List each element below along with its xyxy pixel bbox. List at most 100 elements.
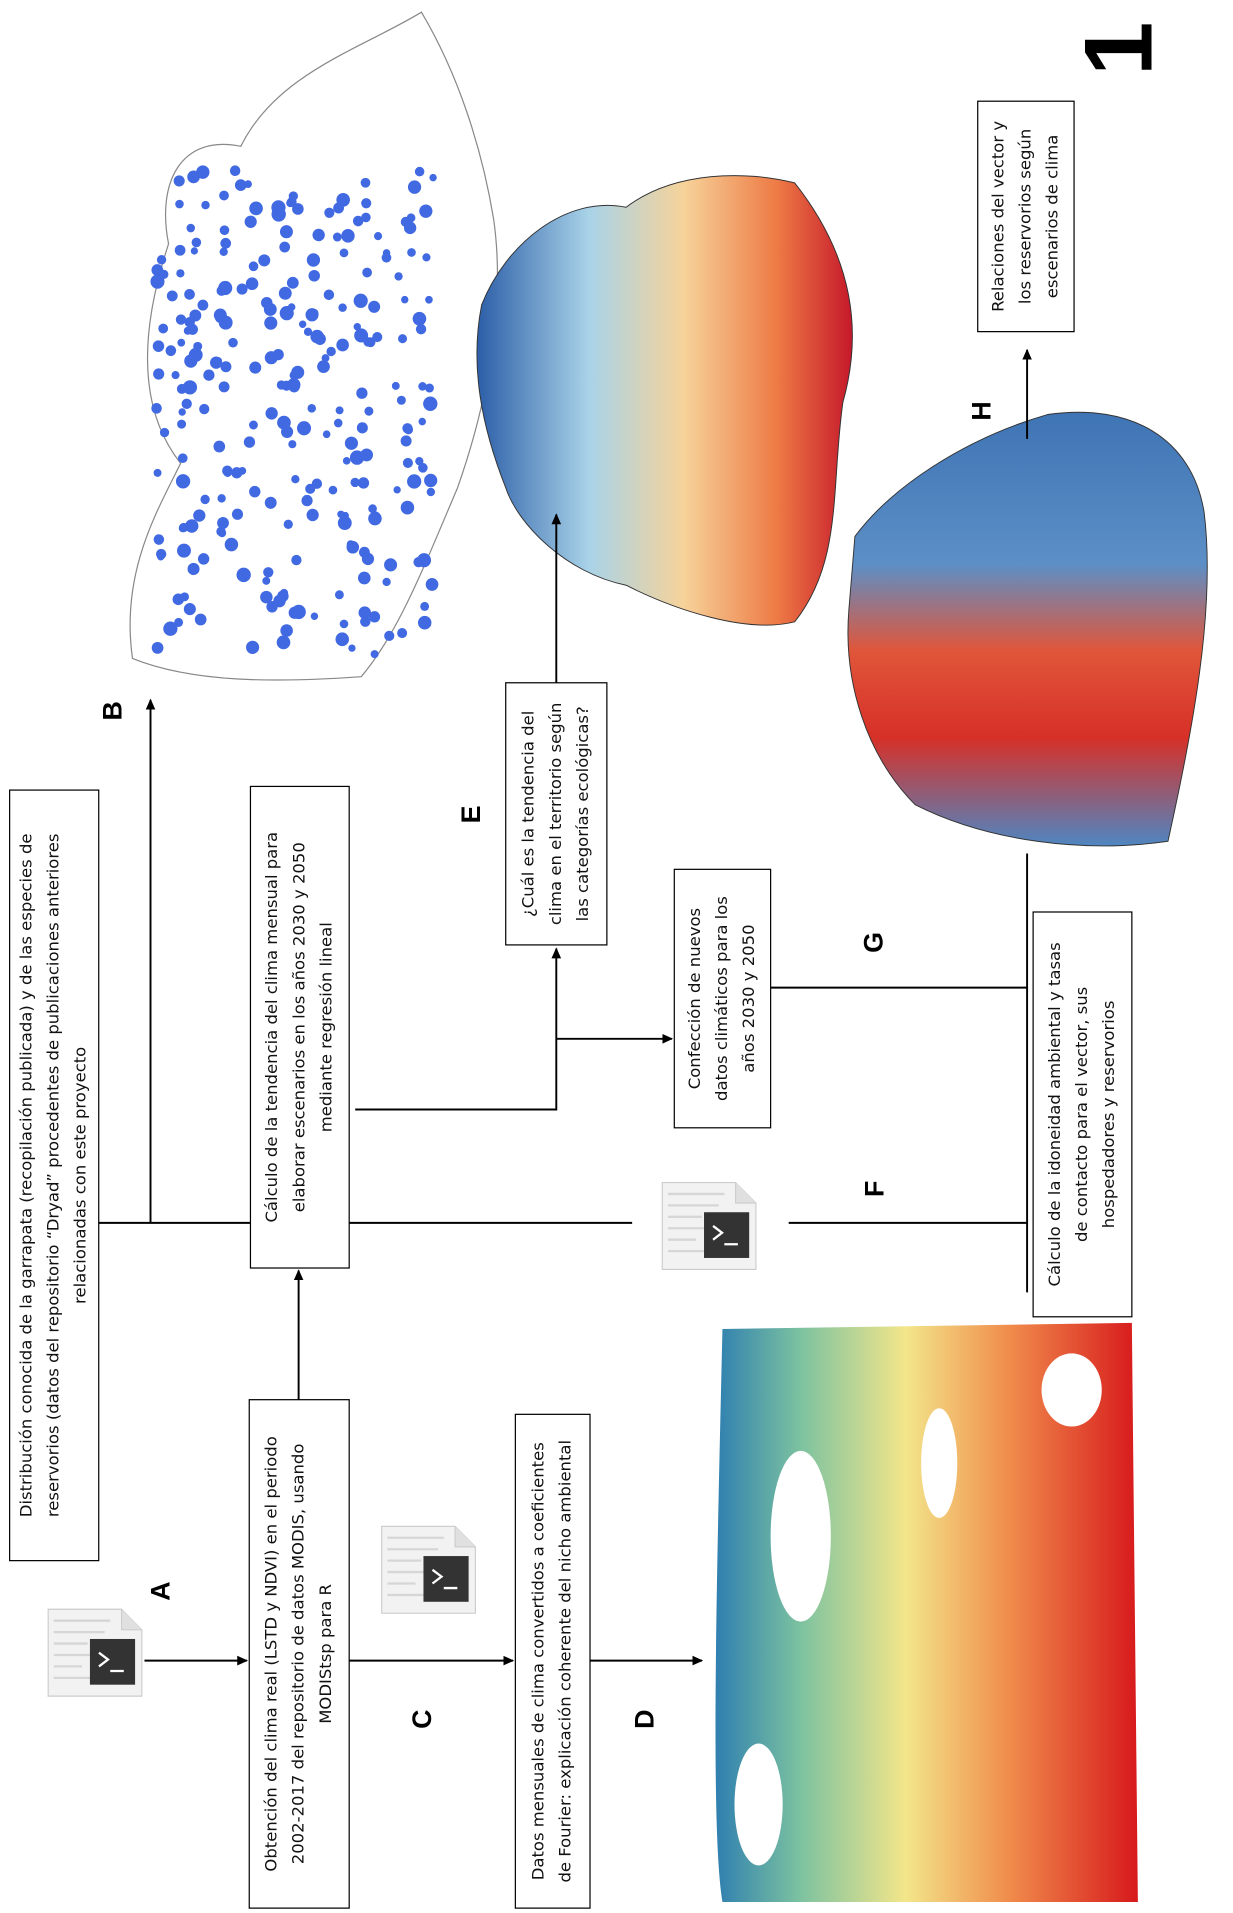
figure: 1 Distribución conocida de la garrapata … xyxy=(0,0,1233,1913)
occurrence-dot xyxy=(357,422,368,433)
occurrence-dot xyxy=(219,381,230,392)
occurrence-dot xyxy=(193,509,205,521)
occurrence-dot xyxy=(177,420,186,429)
script-icon xyxy=(382,1526,476,1613)
text-box xyxy=(515,1414,590,1908)
occurrence-dot xyxy=(182,399,192,409)
script-icon xyxy=(48,1609,142,1696)
occurrence-dot xyxy=(422,253,430,261)
occurrence-dot xyxy=(419,204,432,217)
occurrence-dot xyxy=(157,553,164,560)
page: 1 Distribución conocida de la garrapata … xyxy=(0,0,1233,1913)
occurrence-dot xyxy=(215,357,222,365)
occurrence-dot xyxy=(177,544,191,558)
occurrence-dot xyxy=(324,208,334,218)
occurrence-dot xyxy=(280,589,288,597)
occurrence-dot xyxy=(246,277,259,290)
box-text: mediante regresión lineal xyxy=(316,922,335,1132)
occurrence-dot xyxy=(180,592,189,601)
occurrence-dot xyxy=(213,441,225,453)
occurrence-dot xyxy=(308,270,319,282)
box-text: Obtención del clima real (LSTD y NDVI) e… xyxy=(262,1436,281,1871)
occurrence-dot xyxy=(420,602,429,611)
occurrence-dot xyxy=(407,248,416,257)
occurrence-dot xyxy=(179,523,188,532)
occurrence-dot xyxy=(336,339,349,352)
occurrence-dot xyxy=(415,457,423,465)
occurrence-dot xyxy=(291,366,304,379)
occurrence-dot xyxy=(279,242,290,253)
occurrence-dot xyxy=(176,269,184,277)
occurrence-dot xyxy=(393,486,400,493)
figure-number: 1 xyxy=(1064,22,1172,76)
occurrence-dot xyxy=(198,300,209,311)
box-text: los reservorios según xyxy=(1015,129,1034,304)
occurrence-dot xyxy=(323,430,331,438)
occurrence-dot xyxy=(176,314,186,324)
occurrence-dot xyxy=(258,254,270,266)
box-text: clima en el territorio según xyxy=(546,703,565,926)
occurrence-dot xyxy=(312,478,322,488)
occurrence-dot xyxy=(153,340,164,352)
occurrence-dot xyxy=(200,495,209,504)
occurrence-dot xyxy=(360,448,373,461)
occurrence-dot xyxy=(277,635,291,649)
occurrence-dot xyxy=(312,229,324,242)
occurrence-dot xyxy=(249,201,263,215)
occurrence-dot xyxy=(198,553,209,565)
step-label: G xyxy=(859,932,889,953)
step-label: B xyxy=(98,701,128,720)
occurrence-dot xyxy=(265,497,277,509)
box-text: Cálculo de la tendencia del clima mensua… xyxy=(262,832,281,1223)
occurrence-dot xyxy=(177,384,187,394)
occurrence-dot xyxy=(362,268,372,278)
occurrence-dot xyxy=(217,517,229,529)
step-label: D xyxy=(630,1709,660,1728)
box-text: Relaciones del vector y xyxy=(988,121,1007,312)
occurrence-dot xyxy=(317,360,330,373)
occurrence-dot xyxy=(326,347,335,357)
occurrence-dot xyxy=(237,568,251,583)
step-label: F xyxy=(860,1181,890,1197)
step-label: A xyxy=(146,1581,176,1600)
occurrence-dot xyxy=(261,297,272,309)
occurrence-dot xyxy=(203,369,214,380)
occurrence-dot xyxy=(307,404,315,413)
occurrence-dot xyxy=(157,255,166,264)
occurrence-dot xyxy=(416,324,426,335)
occurrence-dot xyxy=(282,381,292,391)
occurrence-dot xyxy=(249,362,261,374)
occurrence-dot xyxy=(151,403,162,414)
occurrence-dot xyxy=(329,486,338,495)
occurrence-dot xyxy=(291,555,301,565)
occurrence-dot xyxy=(291,475,299,483)
occurrence-dot xyxy=(392,382,400,390)
occurrence-dot xyxy=(418,616,431,630)
occurrence-dot xyxy=(415,167,425,177)
occurrence-dot xyxy=(266,407,278,419)
occurrence-dot xyxy=(158,324,168,334)
occurrence-dot xyxy=(280,624,293,637)
occurrence-dot xyxy=(178,453,188,463)
occurrence-dot xyxy=(232,509,243,520)
box-text: las categorías ecológicas? xyxy=(573,706,592,921)
occurrence-dot xyxy=(403,458,413,468)
occurrence-dot xyxy=(401,296,408,303)
occurrence-dot xyxy=(374,232,382,240)
distribution-map xyxy=(130,12,497,680)
occurrence-dot xyxy=(225,538,238,552)
occurrence-dot xyxy=(184,603,196,615)
occurrence-dot xyxy=(166,345,177,356)
occurrence-dot xyxy=(159,270,168,279)
occurrence-dot xyxy=(244,436,255,447)
occurrence-dot xyxy=(184,289,195,300)
occurrence-dot xyxy=(154,534,164,545)
occurrence-dot xyxy=(372,332,382,342)
occurrence-dot xyxy=(423,397,437,411)
occurrence-dot xyxy=(176,474,190,488)
occurrence-dot xyxy=(356,388,367,399)
box-text: Confección de nuevos xyxy=(685,908,704,1089)
occurrence-dot xyxy=(287,277,299,289)
trend-map xyxy=(477,176,852,625)
occurrence-dot xyxy=(311,613,318,620)
